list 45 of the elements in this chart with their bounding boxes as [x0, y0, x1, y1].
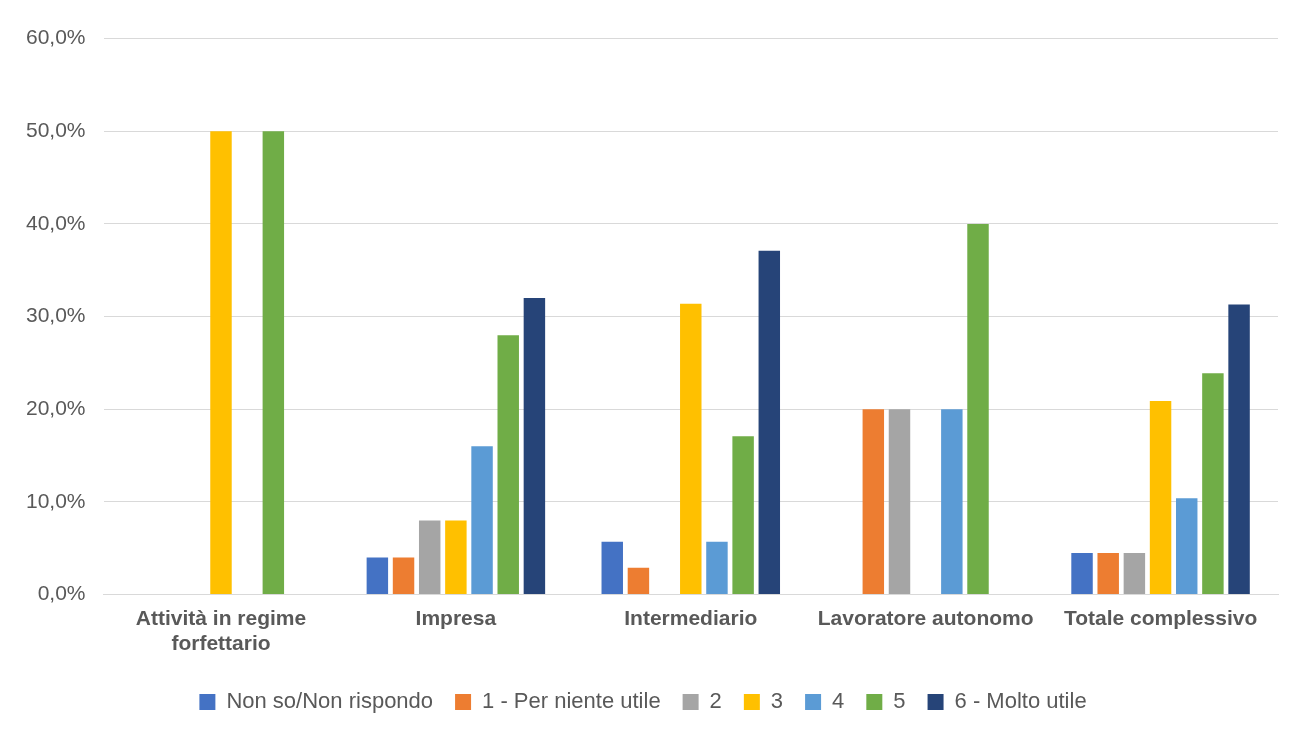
- bar: [862, 409, 885, 595]
- x-tick-label: Impresa: [415, 606, 497, 629]
- bar: [706, 541, 728, 595]
- legend-label: Non so/Non rispondo: [226, 688, 434, 714]
- legend-label: 6 - Molto utile: [954, 688, 1087, 714]
- bar: [210, 131, 232, 595]
- y-tick-label: 20,0%: [26, 396, 86, 420]
- x-tick-label: Totale complessivo: [1063, 606, 1258, 629]
- x-tick-label: Attività in regime forfettario: [135, 606, 307, 655]
- y-tick-label: 60,0%: [26, 25, 86, 49]
- bar: [418, 520, 441, 595]
- bar: [1202, 373, 1224, 595]
- x-tick-label: Intermediario: [624, 606, 758, 629]
- y-tick-label: 30,0%: [26, 303, 86, 327]
- bar: [1097, 552, 1119, 595]
- bar: [523, 298, 546, 595]
- bar: [445, 520, 467, 595]
- bar: [680, 303, 702, 595]
- bar: [392, 557, 415, 595]
- bar: [1123, 552, 1146, 595]
- bar: [1228, 304, 1250, 595]
- legend-label: 1 - Per niente utile: [482, 688, 661, 714]
- bar: [732, 436, 754, 595]
- legend-label: 3: [770, 688, 784, 714]
- bar: [888, 409, 911, 595]
- y-tick-label: 10,0%: [26, 488, 86, 512]
- legend-label: 5: [893, 688, 906, 714]
- bar: [471, 446, 493, 595]
- bar: [1071, 552, 1093, 595]
- bar: [601, 541, 623, 595]
- legend-label: 4: [832, 688, 845, 714]
- bar: [1176, 498, 1198, 595]
- bar: [262, 131, 285, 595]
- bar: [497, 335, 519, 595]
- x-tick-label: Lavoratore autonomo: [817, 606, 1034, 629]
- bar: [366, 557, 389, 595]
- bar: [758, 250, 781, 595]
- legend-label: 2: [709, 688, 722, 714]
- y-tick-label: 50,0%: [26, 118, 86, 142]
- y-tick-label: 40,0%: [26, 210, 86, 234]
- bar: [1149, 400, 1172, 595]
- bar: [941, 409, 963, 595]
- bar: [967, 223, 989, 595]
- bar: [627, 567, 650, 595]
- y-tick-label: 0,0%: [37, 581, 86, 605]
